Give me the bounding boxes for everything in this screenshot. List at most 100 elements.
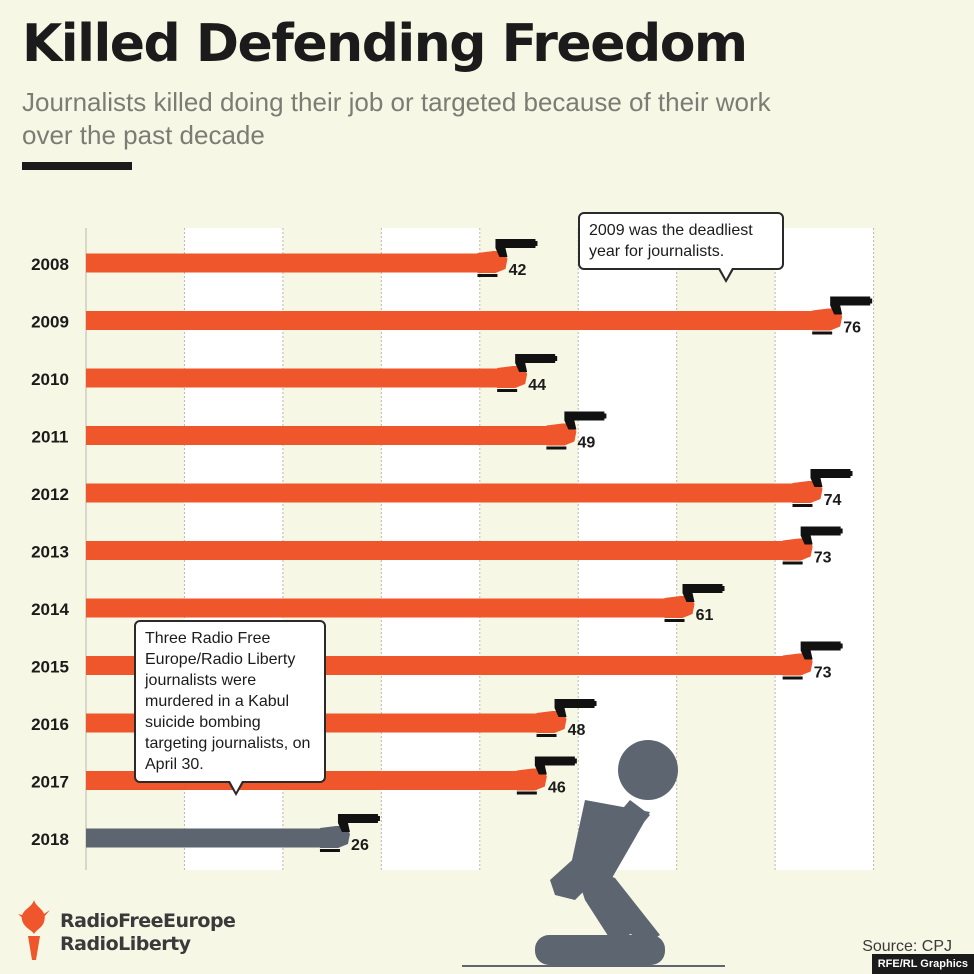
gun-icon bbox=[477, 239, 538, 277]
bar bbox=[86, 598, 685, 618]
year-label: 2018 bbox=[31, 830, 69, 849]
sleeve-cuff bbox=[812, 331, 833, 335]
gun-grip bbox=[682, 593, 695, 602]
bar bbox=[86, 368, 518, 388]
year-label: 2013 bbox=[31, 543, 69, 562]
gun-barrel bbox=[810, 469, 851, 478]
source-note: Source: CPJ bbox=[862, 938, 952, 955]
gun-icon bbox=[792, 469, 853, 507]
gun-icon bbox=[812, 296, 873, 335]
gun-icon bbox=[516, 756, 577, 795]
sleeve-cuff bbox=[516, 791, 537, 795]
year-label: 2017 bbox=[31, 773, 69, 792]
logo-text: RadioFreeEurope RadioLiberty bbox=[60, 910, 236, 956]
value-label: 74 bbox=[824, 492, 842, 509]
year-label: 2012 bbox=[31, 485, 69, 504]
gun-icon bbox=[664, 584, 725, 622]
gun-barrel bbox=[554, 699, 595, 708]
logo-line-2: RadioLiberty bbox=[60, 933, 191, 955]
gun-barrel bbox=[564, 411, 605, 421]
year-label: 2011 bbox=[32, 428, 69, 447]
bar bbox=[86, 828, 340, 848]
gun-muzzle bbox=[531, 241, 538, 246]
graphics-credit: RFE/RL Graphics bbox=[871, 954, 974, 974]
gun-grip bbox=[495, 248, 508, 257]
bar bbox=[86, 311, 833, 330]
kneeling-figure-icon bbox=[462, 740, 725, 967]
gun-icon bbox=[546, 411, 607, 450]
bar bbox=[86, 483, 813, 503]
title-underline bbox=[22, 162, 132, 170]
gun-muzzle bbox=[570, 758, 577, 764]
gun-icon bbox=[497, 354, 558, 392]
value-label: 76 bbox=[843, 320, 861, 337]
chart-subtitle: Journalists killed doing their job or ta… bbox=[22, 87, 771, 150]
year-label: 2010 bbox=[31, 370, 69, 389]
sleeve-cuff bbox=[319, 849, 340, 852]
value-label: 73 bbox=[814, 665, 832, 682]
gun-muzzle bbox=[551, 356, 558, 361]
gun-icon bbox=[782, 641, 843, 680]
callout-2009: 2009 was the deadliest year for journali… bbox=[578, 212, 784, 283]
gun-barrel bbox=[515, 354, 556, 363]
callout-2009-text: 2009 was the deadliest year for journali… bbox=[589, 222, 753, 260]
sleeve-cuff bbox=[497, 389, 518, 392]
callout-2018-text: Three Radio Free Europe/Radio Liberty jo… bbox=[145, 630, 311, 773]
sleeve-cuff bbox=[546, 446, 567, 450]
grid-stripe bbox=[874, 228, 972, 870]
callout-pointer bbox=[230, 781, 242, 792]
gun-grip bbox=[800, 650, 813, 660]
gun-muzzle bbox=[718, 586, 725, 591]
gun-grip bbox=[830, 305, 843, 315]
value-label: 61 bbox=[696, 607, 714, 624]
value-label: 49 bbox=[577, 435, 595, 452]
gun-barrel bbox=[534, 756, 575, 766]
value-label: 26 bbox=[351, 837, 369, 854]
gun-grip bbox=[800, 535, 813, 545]
year-label: 2015 bbox=[31, 658, 69, 677]
gun-muzzle bbox=[836, 528, 843, 534]
year-label: 2016 bbox=[31, 715, 69, 734]
gun-barrel bbox=[800, 526, 841, 536]
year-label: 2008 bbox=[31, 255, 69, 274]
gun-grip bbox=[554, 708, 567, 717]
gun-barrel bbox=[682, 584, 723, 593]
bar bbox=[86, 541, 803, 560]
bar bbox=[86, 426, 567, 445]
value-label: 73 bbox=[814, 550, 832, 567]
gun-barrel bbox=[830, 296, 871, 306]
value-label: 46 bbox=[548, 780, 566, 797]
year-label: 2009 bbox=[31, 313, 69, 332]
gun-grip bbox=[337, 823, 350, 832]
chart-title: Killed Defending Freedom bbox=[22, 14, 748, 74]
value-label: 44 bbox=[528, 377, 546, 394]
gun-barrel bbox=[495, 239, 536, 248]
rferl-logo: RadioFreeEurope RadioLiberty bbox=[14, 896, 254, 966]
callout-2018: Three Radio Free Europe/Radio Liberty jo… bbox=[134, 620, 326, 796]
logo-line-1: RadioFreeEurope bbox=[60, 910, 236, 932]
sleeve-cuff bbox=[664, 619, 685, 622]
gun-grip bbox=[515, 363, 528, 372]
gun-muzzle bbox=[866, 298, 873, 304]
gun-grip bbox=[534, 765, 547, 775]
gun-muzzle bbox=[600, 413, 607, 419]
gun-icon bbox=[536, 699, 597, 737]
gun-barrel bbox=[337, 814, 378, 823]
value-label: 48 bbox=[568, 722, 586, 739]
gun-barrel bbox=[800, 641, 841, 651]
callout-pointer bbox=[720, 268, 732, 279]
gun-muzzle bbox=[846, 471, 853, 476]
gun-grip bbox=[810, 478, 823, 487]
gun-grip bbox=[564, 420, 577, 430]
gun-muzzle bbox=[590, 701, 597, 706]
sleeve-cuff bbox=[782, 676, 803, 680]
sleeve-cuff bbox=[536, 734, 557, 737]
sleeve-cuff bbox=[477, 274, 498, 277]
year-label: 2014 bbox=[31, 600, 69, 619]
gun-icon bbox=[782, 526, 843, 565]
bar bbox=[86, 253, 498, 273]
sleeve-cuff bbox=[782, 561, 803, 565]
value-label: 42 bbox=[509, 262, 527, 279]
gun-muzzle bbox=[836, 643, 843, 649]
